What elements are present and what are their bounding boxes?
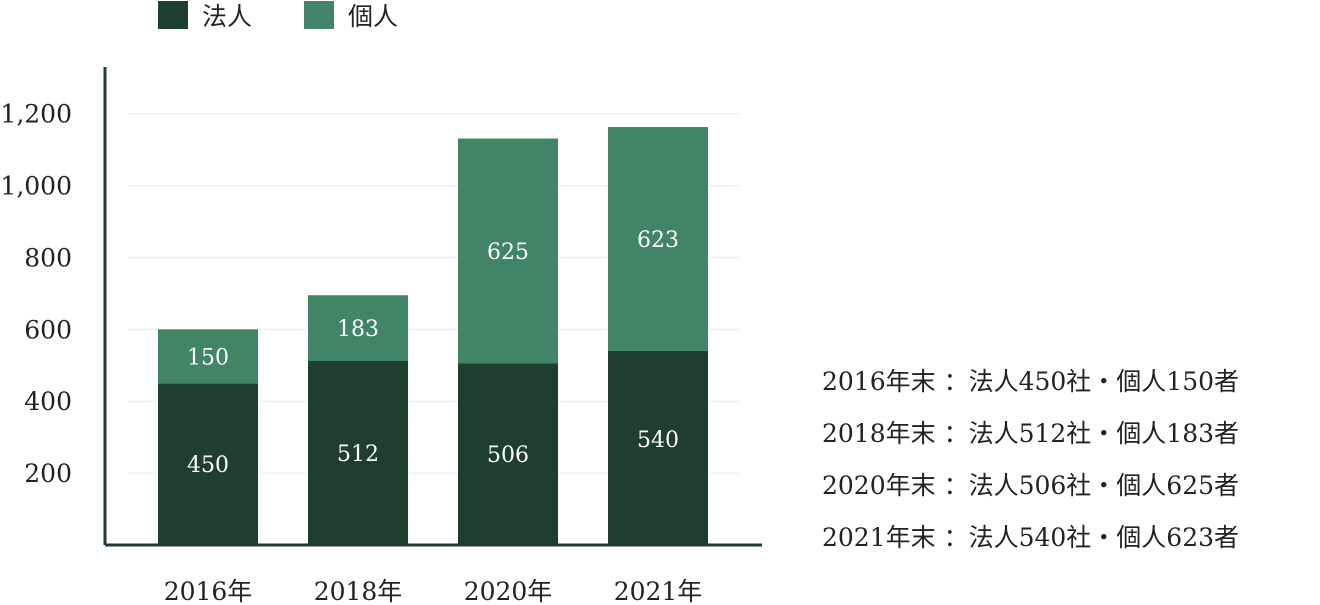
data-label: 623: [637, 228, 679, 253]
summary-note: 2020年末 ：法人506社・個人625者: [822, 471, 1240, 500]
data-label: 512: [337, 442, 379, 467]
y-tick-label: 1,000: [0, 172, 72, 201]
legend-swatch: [158, 1, 188, 29]
bar-segment: [608, 127, 708, 351]
legend-label: 法人: [202, 2, 252, 31]
y-tick-label: 1,200: [0, 100, 72, 129]
data-label: 625: [487, 240, 529, 265]
x-tick-label: 2016年: [164, 577, 253, 605]
bar-segment: [608, 350, 708, 545]
summary-note: 2018年末 ：法人512社・個人183者: [822, 419, 1240, 448]
x-tick-label: 2020年: [464, 577, 553, 605]
data-label: 450: [187, 453, 229, 478]
x-tick-label: 2021年: [614, 577, 703, 605]
y-tick-label: 200: [24, 459, 72, 488]
legend-swatch: [304, 1, 334, 29]
y-tick-label: 400: [24, 387, 72, 416]
x-tick-label: 2018年: [314, 577, 403, 605]
y-tick-label: 800: [24, 243, 72, 272]
bar-segment: [308, 295, 408, 361]
stacked-bar-chart: 200 400 600 800 1,000 1,200 450 150 2016年 512 183 2…: [0, 1, 762, 605]
bar-segment: [308, 360, 408, 545]
data-label: 540: [637, 428, 679, 453]
summary-notes: 2016年末 ：法人450社・個人150者 2018年末 ：法人512社・個人1…: [822, 356, 1239, 564]
data-label: 183: [337, 317, 379, 342]
bar-segment: [158, 383, 258, 545]
bar-segment: [458, 138, 558, 364]
bar-segment: [158, 329, 258, 384]
data-label: 506: [487, 443, 529, 468]
legend-label: 個人: [348, 2, 398, 31]
bar-segment: [458, 363, 558, 545]
summary-note: 2021年末 ：法人540社・個人623者: [822, 523, 1240, 552]
summary-note: 2016年末 ：法人450社・個人150者: [822, 367, 1240, 396]
y-tick-label: 600: [24, 315, 72, 344]
data-label: 150: [187, 345, 229, 370]
